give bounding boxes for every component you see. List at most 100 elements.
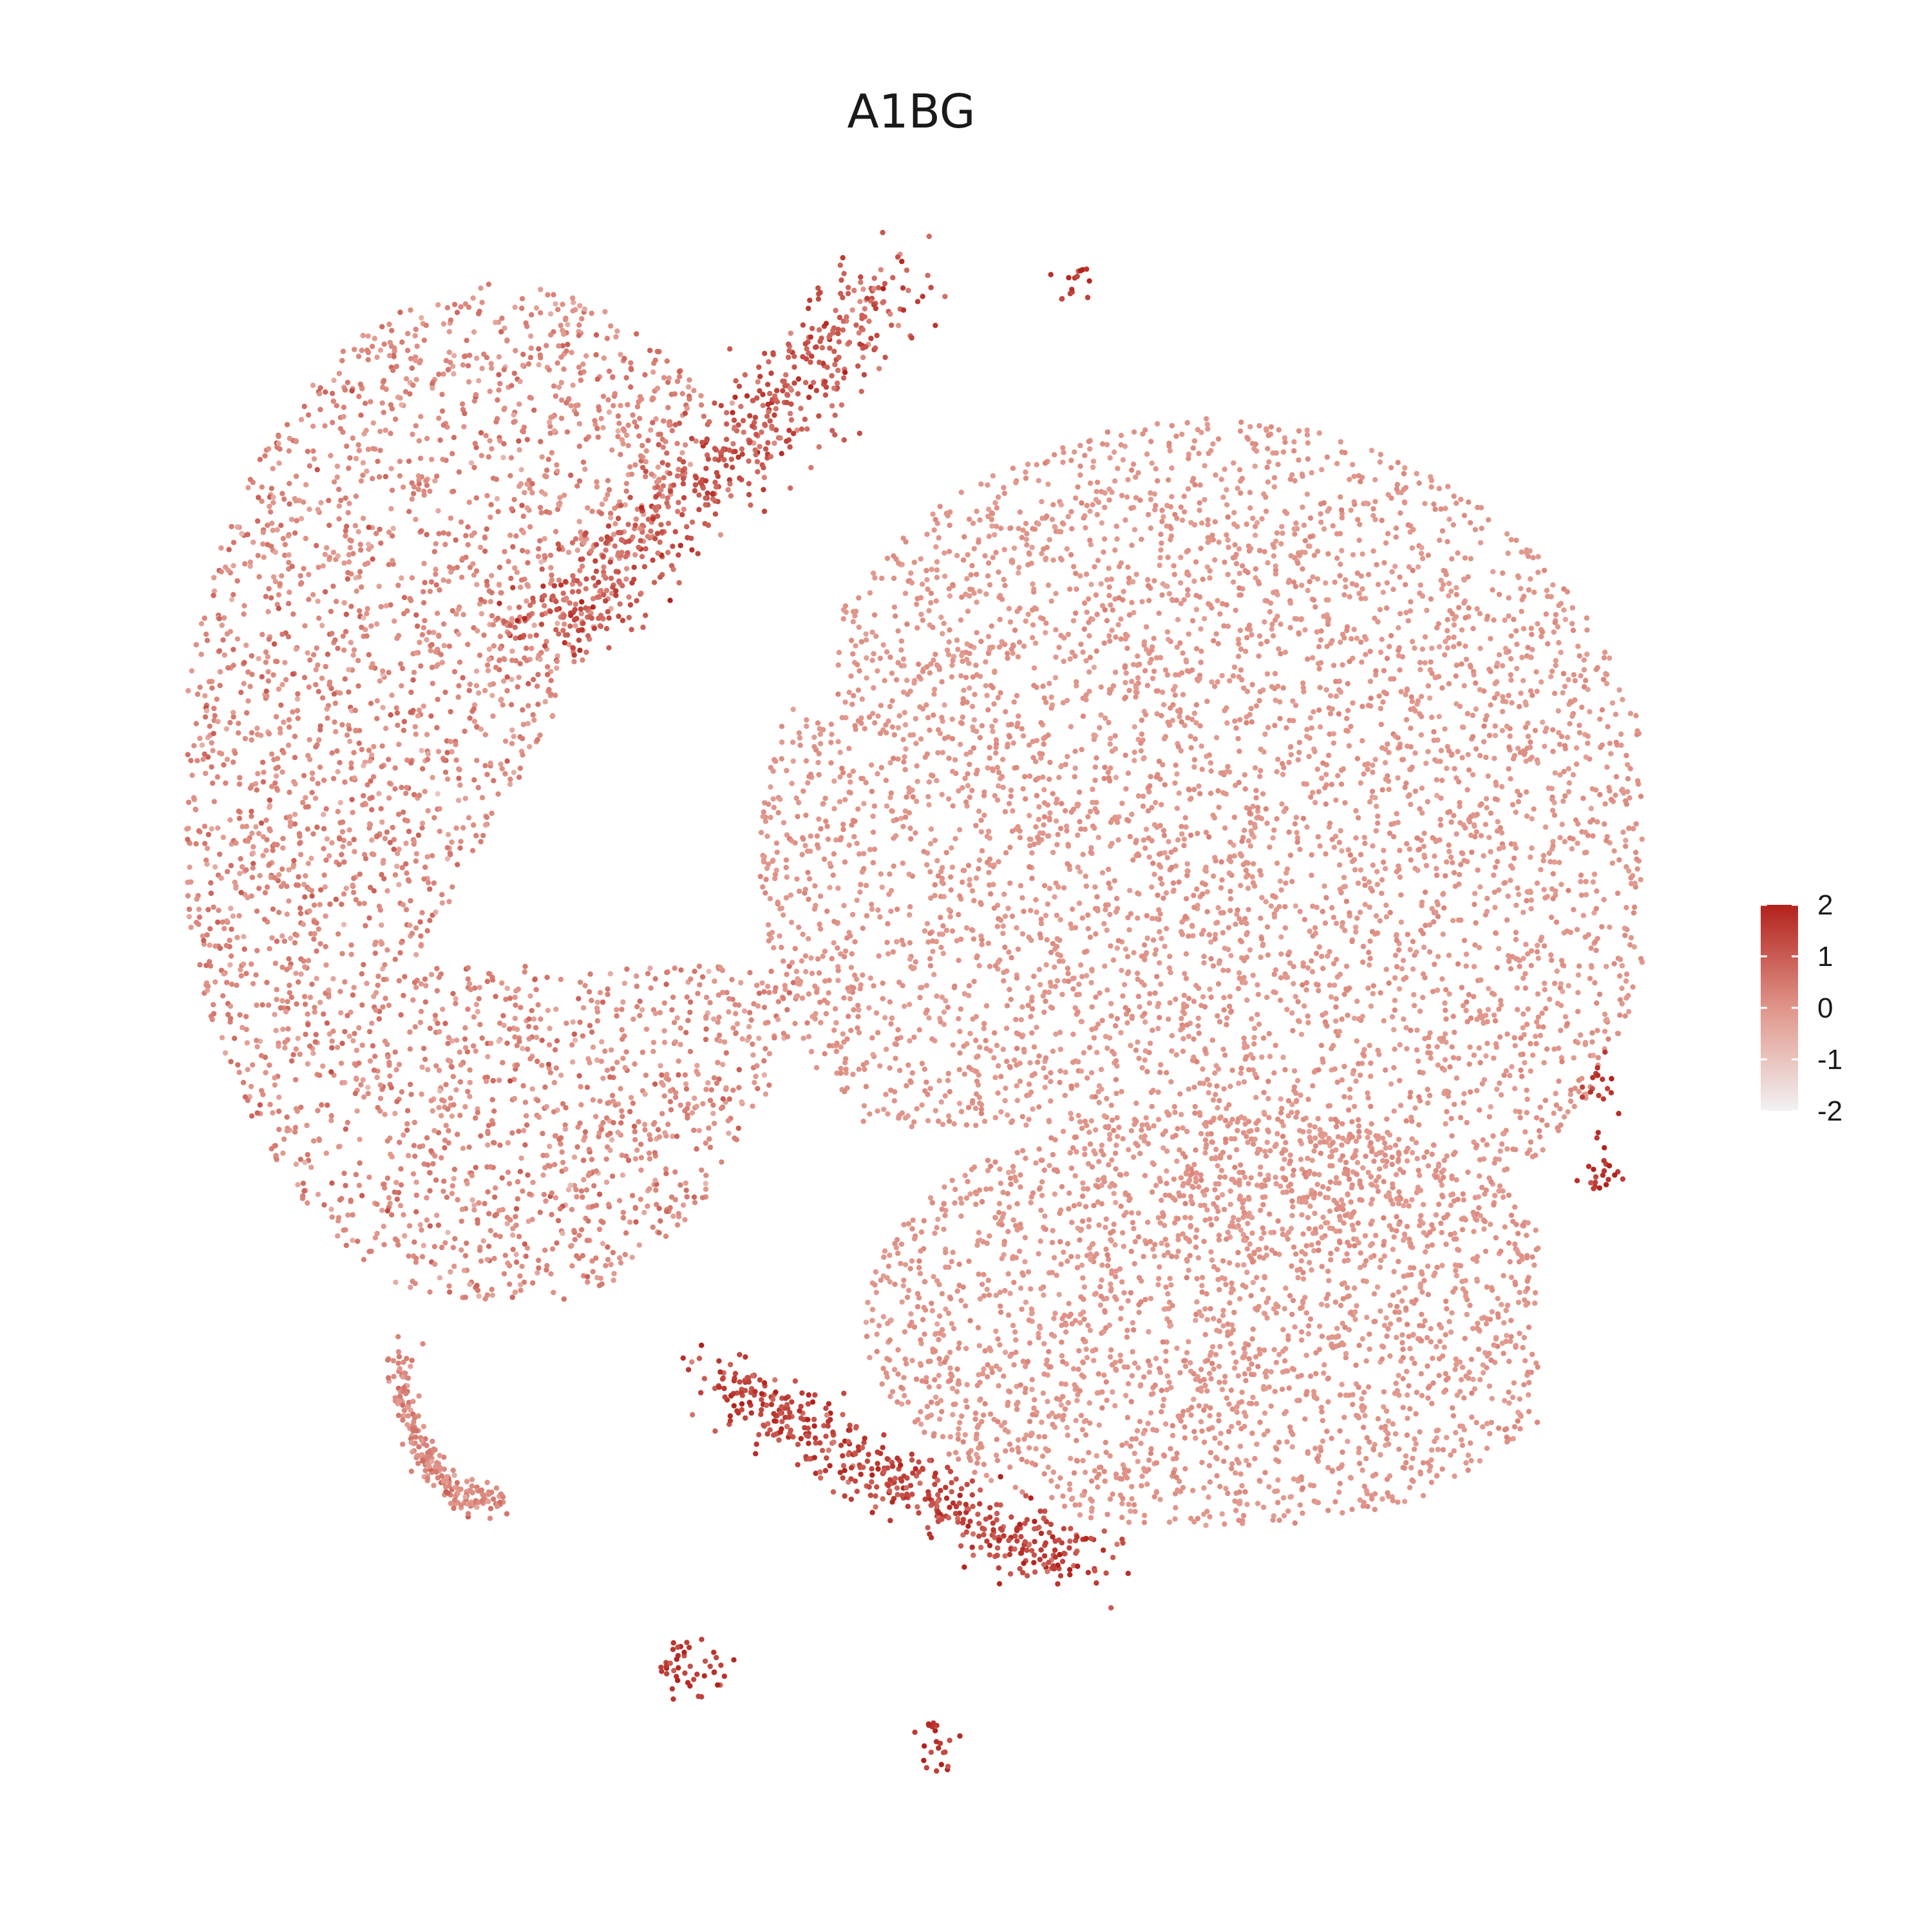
- scatter-point: [965, 609, 971, 614]
- scatter-point: [685, 535, 690, 541]
- scatter-point: [523, 320, 529, 326]
- scatter-point: [632, 1205, 638, 1211]
- scatter-point: [290, 671, 296, 677]
- scatter-point: [609, 591, 615, 596]
- scatter-point: [315, 662, 321, 668]
- scatter-point: [339, 851, 345, 858]
- scatter-point: [270, 500, 276, 506]
- scatter-point: [762, 1046, 768, 1052]
- scatter-point: [207, 942, 213, 948]
- scatter-point: [1341, 1063, 1347, 1070]
- scatter-point: [267, 797, 272, 803]
- scatter-point: [1471, 672, 1477, 678]
- scatter-point: [270, 466, 276, 471]
- scatter-point: [798, 406, 804, 412]
- scatter-point: [558, 323, 564, 328]
- scatter-point: [582, 1134, 588, 1140]
- scatter-point: [600, 393, 607, 399]
- scatter-point: [623, 565, 630, 572]
- scatter-point: [242, 603, 247, 609]
- scatter-point: [1053, 591, 1059, 596]
- scatter-point: [489, 1293, 495, 1298]
- scatter-point: [206, 679, 213, 685]
- scatter-point: [1323, 772, 1329, 777]
- scatter-point: [1327, 982, 1333, 989]
- scatter-point: [392, 765, 398, 771]
- scatter-point: [788, 417, 795, 423]
- scatter-point: [710, 491, 715, 497]
- scatter-point: [285, 601, 292, 607]
- scatter-point: [462, 1294, 468, 1300]
- scatter-point: [308, 855, 314, 862]
- scatter-point: [653, 1187, 659, 1193]
- scatter-point: [873, 305, 879, 312]
- scatter-point: [1133, 571, 1139, 578]
- scatter-point: [366, 524, 372, 530]
- scatter-point: [431, 880, 437, 886]
- scatter-point: [294, 518, 299, 524]
- scatter-point: [305, 448, 310, 455]
- scatter-point: [478, 430, 484, 436]
- scatter-point: [1379, 891, 1385, 896]
- scatter-point: [672, 1197, 679, 1203]
- scatter-point: [576, 328, 582, 335]
- scatter-point: [431, 549, 437, 554]
- scatter-point: [473, 1001, 480, 1008]
- scatter-point: [800, 354, 806, 360]
- scatter-point: [869, 906, 875, 913]
- scatter-point: [465, 641, 471, 647]
- scatter-point: [267, 509, 274, 515]
- scatter-point: [209, 1016, 215, 1023]
- scatter-point: [1470, 772, 1476, 778]
- scatter-point: [1293, 703, 1299, 708]
- scatter-point: [430, 1108, 435, 1114]
- scatter-point: [394, 1238, 400, 1244]
- scatter-point: [431, 1128, 437, 1133]
- scatter-point: [209, 685, 215, 691]
- scatter-point: [343, 524, 350, 529]
- scatter-point: [580, 1005, 587, 1011]
- scatter-point: [416, 792, 422, 799]
- scatter-point: [231, 540, 237, 545]
- scatter-point: [1533, 1041, 1539, 1046]
- scatter-point: [1466, 767, 1472, 773]
- scatter-point: [1201, 954, 1207, 960]
- scatter-point: [286, 552, 292, 558]
- scatter-point: [310, 1050, 316, 1056]
- scatter-point: [204, 987, 211, 994]
- scatter-point: [539, 1037, 545, 1043]
- scatter-point: [399, 1089, 405, 1095]
- scatter-point: [851, 693, 857, 699]
- scatter-point: [397, 473, 403, 479]
- scatter-point: [577, 1019, 583, 1025]
- scatter-point: [849, 307, 855, 313]
- scatter-point: [1314, 576, 1321, 582]
- scatter-point: [677, 1025, 684, 1031]
- scatter-point: [576, 637, 582, 643]
- scatter-point: [234, 524, 240, 530]
- scatter-point: [577, 647, 583, 653]
- scatter-point: [724, 421, 730, 427]
- scatter-point: [672, 422, 679, 428]
- scatter-point: [1052, 675, 1059, 681]
- scatter-point: [434, 611, 440, 616]
- scatter-point: [263, 848, 269, 853]
- scatter-point: [245, 531, 251, 538]
- scatter-point: [395, 1189, 402, 1196]
- scatter-point: [1135, 971, 1141, 976]
- scatter-point: [408, 689, 414, 696]
- scatter-point: [547, 430, 553, 436]
- scatter-point: [488, 361, 494, 366]
- scatter-point: [1071, 564, 1077, 570]
- scatter-point: [214, 774, 220, 780]
- scatter-point: [374, 1231, 380, 1236]
- scatter-point: [374, 715, 380, 722]
- scatter-point: [516, 604, 522, 611]
- scatter-point: [387, 840, 393, 846]
- scatter-point: [471, 464, 477, 471]
- scatter-point: [520, 547, 526, 554]
- scatter-point: [846, 339, 853, 345]
- scatter-point: [322, 551, 328, 558]
- scatter-point: [1001, 969, 1007, 976]
- scatter-point: [848, 790, 853, 796]
